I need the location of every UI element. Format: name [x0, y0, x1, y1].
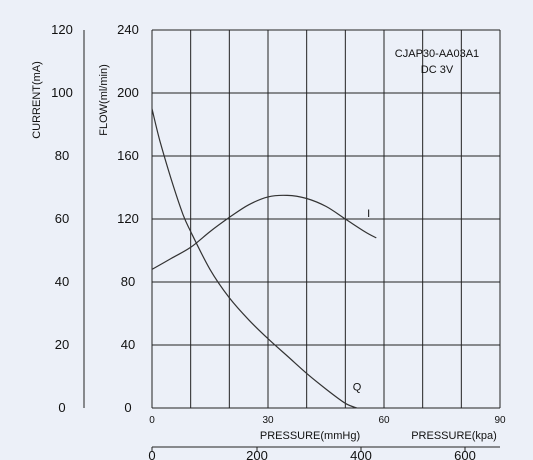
flow-tick-label: 0 [124, 400, 131, 415]
current-tick-label: 100 [51, 85, 73, 100]
flow-tick-label: 240 [117, 22, 139, 37]
model-label: CJAP30-AA03A1 [395, 48, 479, 60]
x2-axis: 0 200 400 600 [148, 446, 500, 460]
x-tick-label: 60 [378, 415, 390, 426]
x2-tick-label: 400 [350, 448, 372, 460]
flow-tick-label: 200 [117, 85, 139, 100]
x-tick-label: 30 [262, 415, 274, 426]
current-tick-label: 60 [55, 211, 69, 226]
x-axis-label: PRESSURE(mmHg) [260, 430, 360, 442]
series-layer: IQ [151, 108, 377, 409]
x2-tick-label: 0 [148, 448, 155, 460]
flow-tick-label: 120 [117, 211, 139, 226]
current-tick-label: 80 [55, 148, 69, 163]
x2-tick-label: 200 [246, 448, 268, 460]
flow-tick-label: 40 [121, 337, 135, 352]
x2-tick-label: 600 [454, 448, 476, 460]
flow-tick-label: 80 [121, 274, 135, 289]
series-line-q [151, 108, 358, 409]
x-axis: 0 30 60 90 [149, 415, 506, 426]
current-tick-label: 20 [55, 337, 69, 352]
series-label-i: I [367, 208, 370, 220]
current-axis: 0 20 40 60 80 100 120 [51, 22, 85, 415]
flow-axis-label: FLOW(ml/min) [98, 64, 110, 136]
series-line-i [151, 194, 377, 270]
current-axis-label: CURRENT(mA) [31, 61, 43, 139]
x-tick-label: 0 [149, 415, 155, 426]
current-tick-label: 0 [58, 400, 65, 415]
x2-axis-label: PRESSURE(kpa) [411, 430, 497, 442]
series-label-q: Q [353, 381, 362, 393]
flow-tick-label: 160 [117, 148, 139, 163]
x-tick-label: 90 [494, 415, 506, 426]
plot-grid [151, 29, 501, 409]
current-tick-label: 120 [51, 22, 73, 37]
flow-axis: 0 40 80 120 160 200 240 [117, 22, 139, 415]
current-tick-label: 40 [55, 274, 69, 289]
voltage-label: DC 3V [421, 64, 454, 76]
